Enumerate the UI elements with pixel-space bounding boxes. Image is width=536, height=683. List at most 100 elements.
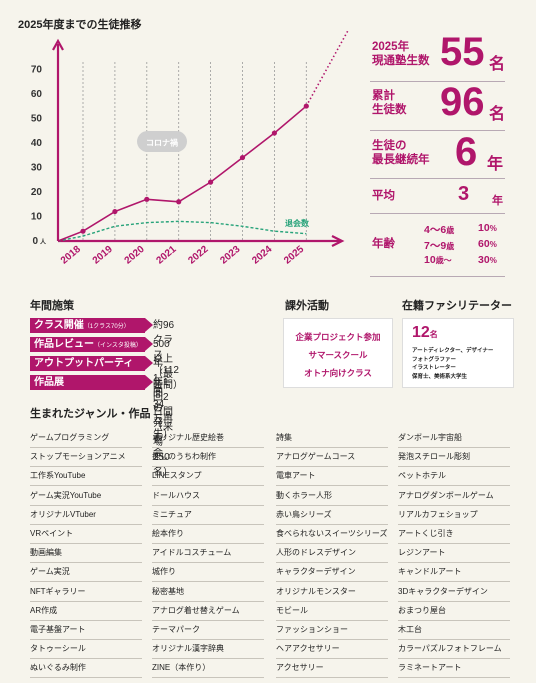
genres-title: 生まれたジャンル・作品 [30, 408, 151, 420]
x-tick-label: 2022 [186, 244, 210, 267]
genre-item: 3Dキャラクターデザイン [398, 584, 510, 602]
genre-item: NFTギャラリー [30, 584, 142, 602]
chart-title: 2025年度までの生徒推移 [18, 19, 142, 31]
age-range-unit: 歳〜 [435, 256, 452, 265]
genre-item: テーマパーク [152, 622, 264, 640]
genre-item: ミニチュア [152, 507, 264, 525]
policy-label-text: クラス開催 [34, 320, 84, 331]
genre-item: ドールハウス [152, 488, 264, 506]
policy-label: クラス開催（1クラス70分） [30, 318, 145, 333]
x-tick-label: 2021 [155, 244, 179, 267]
stat-value: 3 [458, 183, 470, 205]
y-tick-label: 30 [31, 162, 43, 173]
student-trend-chart: 0 10 20 30 40 50 60 70 人 2018 2019 2020 2021 2022 202… [31, 30, 350, 267]
students-point [271, 130, 277, 136]
y-axis-ticks: 0 10 20 30 40 50 60 70 人 [31, 64, 47, 247]
policy-value: 約96クラス （112時間） [153, 320, 183, 391]
genre-item: 動画編集 [30, 545, 142, 564]
policy-label-text: 作品レビュー [34, 339, 94, 350]
stat-separator [370, 130, 505, 131]
stat-separator [370, 213, 505, 214]
x-tick-label: 2018 [59, 244, 83, 267]
extracurricular-item: 企業プロジェクト参加 [295, 332, 381, 342]
policy-label: 作品展 [30, 375, 145, 390]
stat-value: 55 [440, 30, 485, 74]
genre-item: ヘアアクセサリー [276, 641, 388, 660]
extracurricular-box: 企業プロジェクト参加 サマースクール オトナ向けクラス [283, 318, 393, 388]
policy-label-sub: （インスタ投稿） [94, 343, 142, 349]
age-pct: 60% [478, 238, 497, 250]
genre-item: おまつり屋台 [398, 603, 510, 621]
genre-item: 電子基盤アート [30, 622, 142, 640]
genre-item: 発泡スチロール彫刻 [398, 449, 510, 468]
age-pct: 10% [478, 222, 497, 234]
stat-separator [370, 276, 505, 277]
age-pct-unit: % [489, 240, 497, 249]
y-tick-label: 40 [31, 138, 43, 149]
genre-item: キャラクターデザイン [276, 564, 388, 583]
genre-item: オリジナルVTuber [30, 507, 142, 525]
genre-item: ZINE（本作り） [152, 660, 264, 679]
stat-label: 最長継続年 [372, 154, 430, 166]
age-pct-value: 30 [478, 254, 490, 266]
policy-arrow [145, 356, 153, 370]
chart-axes [52, 38, 345, 247]
students-line [57, 105, 307, 242]
genre-item: 人形のドレスデザイン [276, 545, 388, 564]
genre-item: ゲーム実況 [30, 564, 142, 583]
genre-item: 木工台 [398, 622, 510, 640]
genre-item: 食べられないスイーツシリーズ [276, 526, 388, 544]
x-axis-ticks: 2018 2019 2020 2021 2022 2023 2024 2025 [59, 244, 307, 267]
y-tick-label: 60 [31, 89, 43, 100]
extracurricular-item: オトナ向けクラス [304, 368, 372, 378]
stat-label: 累計 [372, 90, 395, 102]
policies-title: 年間施策 [30, 300, 74, 312]
policy-label: アウトプットパーティ [30, 356, 145, 371]
stat-label: 生徒数 [372, 104, 407, 116]
genre-item: アクセサリー [276, 660, 388, 679]
stat-label: 平均 [372, 190, 395, 202]
chart-annotation: コロナ禍 [137, 131, 187, 152]
chart-series: 退会数 [57, 30, 350, 242]
genre-item: 秘密基地 [152, 584, 264, 602]
genre-item: AR作成 [30, 603, 142, 621]
genre-item: 城作り [152, 564, 264, 583]
covid-annotation-text: コロナ禍 [146, 138, 178, 148]
genre-item: ゲームプログラミング [30, 430, 142, 448]
x-tick-label: 2025 [282, 244, 306, 267]
stat-value: 96 [440, 80, 485, 124]
students-point [176, 199, 182, 205]
age-range: 7〜9歳 [424, 238, 454, 253]
stat-label: 生徒の [372, 140, 407, 152]
students-point [208, 179, 214, 185]
x-tick-label: 2024 [250, 244, 274, 267]
age-range: 10歳〜 [424, 254, 452, 266]
genre-item: オリジナルモンスター [276, 584, 388, 602]
age-range: 4〜6歳 [424, 222, 454, 237]
genre-item: アナログダンボールゲーム [398, 488, 510, 506]
genre-item: 赤い鳥シリーズ [276, 507, 388, 525]
y-tick-label: 0 [32, 236, 38, 247]
genre-item: 工作系YouTube [30, 468, 142, 487]
policy-label-text: アウトプットパーティ [34, 358, 134, 369]
policy-value: 年1回2日間 （来場250名） [153, 377, 173, 478]
genre-item: 動くホラー人形 [276, 488, 388, 506]
y-tick-label: 50 [31, 113, 43, 124]
genre-item: ファッションショー [276, 622, 388, 640]
genre-item: ストップモーションアニメ [30, 449, 142, 468]
genre-item: LINEスタンプ [152, 468, 264, 487]
x-tick-label: 2023 [218, 244, 242, 267]
stat-separator [370, 81, 505, 82]
facilitator-count: 12名 [412, 324, 438, 342]
policy-arrow [145, 375, 153, 389]
age-range-value: 4〜6 [424, 224, 447, 236]
facilitator-role: アートディレクター、デザイナー [412, 348, 494, 354]
extracurricular-title: 課外活動 [285, 300, 329, 312]
genre-item: ぬいぐるみ制作 [30, 660, 142, 679]
policy-arrow [145, 318, 153, 332]
policy-label-text: 作品展 [34, 377, 64, 388]
students-point [80, 228, 86, 234]
genre-item: キャンドルアート [398, 564, 510, 583]
genre-item: アナログゲームコース [276, 449, 388, 468]
age-pct-value: 10 [478, 222, 490, 234]
